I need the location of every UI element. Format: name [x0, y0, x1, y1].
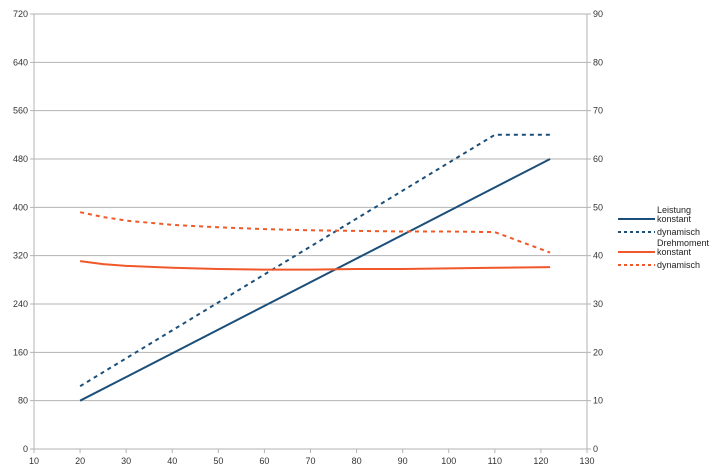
x-tick-label: 90: [398, 456, 408, 466]
gridlines: [30, 13, 587, 450]
y-tick-label: 240: [13, 299, 28, 309]
y-tick-label: 80: [18, 396, 28, 406]
y-axis-right-tick-labels: 0 10 20 30 40 50 60 70 80 90: [593, 9, 603, 454]
x-tick-label: 80: [352, 456, 362, 466]
legend: Leistung konstant dynamisch Drehmoment k…: [618, 205, 710, 270]
y2-tick-label: 40: [593, 251, 603, 261]
legend-leistung-dynamisch-label: dynamisch: [657, 227, 700, 237]
x-tick-label: 120: [533, 456, 548, 466]
y-tick-label: 0: [23, 444, 28, 454]
x-axis-tick-labels: 10 20 30 40 50 60 70 80 90 100 110 120 130: [29, 456, 595, 466]
x-tick-label: 100: [441, 456, 456, 466]
x-tick-label: 30: [121, 456, 131, 466]
x-tick-label: 70: [305, 456, 315, 466]
y-tick-label: 400: [13, 202, 28, 212]
legend-drehmoment-konstant-label: konstant: [657, 247, 692, 257]
y-tick-label: 160: [13, 347, 28, 357]
y2-tick-label: 0: [593, 444, 598, 454]
leistung-konstant-line: [79, 158, 551, 402]
data-series: [79, 133, 551, 402]
y2-tick-label: 30: [593, 299, 603, 309]
y2-tick-label: 10: [593, 396, 603, 406]
y2-tick-label: 50: [593, 202, 603, 212]
y-tick-label: 560: [13, 106, 28, 116]
x-tick-label: 20: [75, 456, 85, 466]
y2-tick-label: 70: [593, 106, 603, 116]
y2-tick-label: 20: [593, 347, 603, 357]
y2-tick-label: 60: [593, 154, 603, 164]
y-tick-label: 640: [13, 57, 28, 67]
y-tick-label: 480: [13, 154, 28, 164]
legend-leistung-title: Leistung: [657, 205, 691, 215]
legend-drehmoment-title: Drehmoment: [657, 238, 710, 248]
legend-drehmoment-dynamisch-label: dynamisch: [657, 260, 700, 270]
leistung-dynamisch-line: [79, 133, 551, 388]
x-tick-label: 60: [259, 456, 269, 466]
x-tick-label: 130: [579, 456, 594, 466]
y-tick-label: 320: [13, 251, 28, 261]
axes: [33, 13, 591, 453]
y2-tick-label: 80: [593, 57, 603, 67]
x-tick-label: 110: [488, 456, 502, 466]
x-tick-label: 10: [29, 456, 39, 466]
drehmoment-dynamisch-line: [79, 211, 551, 254]
drehmoment-konstant-line: [79, 260, 551, 271]
legend-leistung-konstant-label: konstant: [657, 214, 692, 224]
y-axis-left-tick-labels: 0 80 160 240 320 400 480 560 640 720: [13, 9, 28, 454]
x-tick-label: 40: [167, 456, 177, 466]
x-tick-label: 50: [213, 456, 223, 466]
y-tick-label: 720: [13, 9, 28, 19]
y2-tick-label: 90: [593, 9, 603, 19]
